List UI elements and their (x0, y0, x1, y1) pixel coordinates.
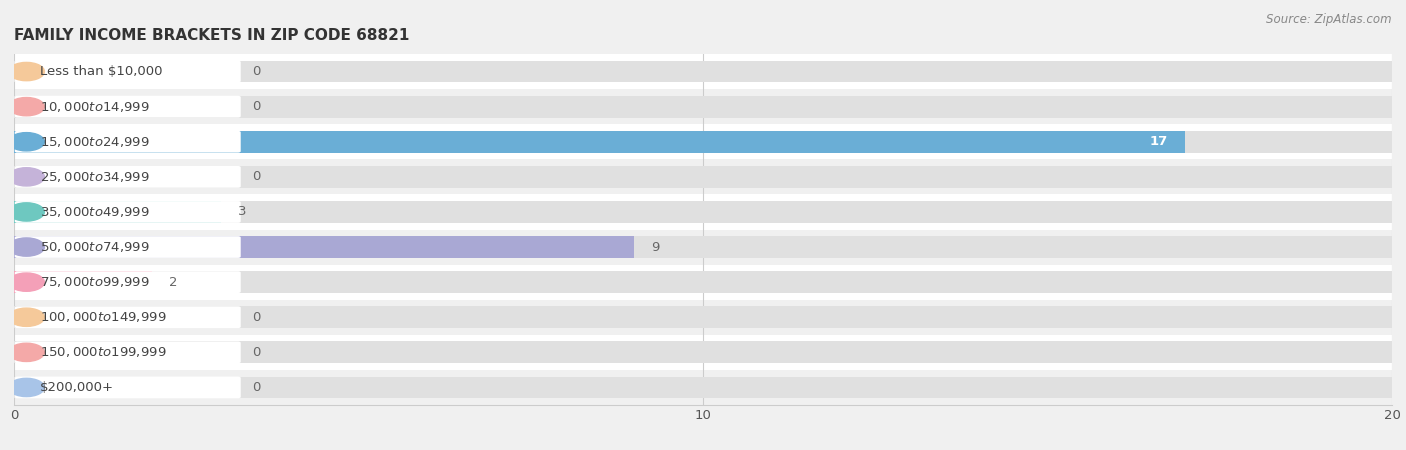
Bar (14, 201, 1392, 223)
Text: $25,000 to $34,999: $25,000 to $34,999 (41, 170, 150, 184)
FancyBboxPatch shape (14, 131, 240, 153)
Bar (14, 89, 1392, 124)
Bar (14, 61, 1392, 82)
FancyBboxPatch shape (14, 166, 240, 188)
Text: FAMILY INCOME BRACKETS IN ZIP CODE 68821: FAMILY INCOME BRACKETS IN ZIP CODE 68821 (14, 28, 409, 43)
Bar (14, 271, 152, 293)
Bar (14, 159, 1392, 194)
FancyBboxPatch shape (14, 306, 240, 328)
Bar (14, 370, 1392, 405)
Bar (14, 230, 1392, 265)
Text: $35,000 to $49,999: $35,000 to $49,999 (41, 205, 150, 219)
Circle shape (8, 98, 45, 116)
FancyBboxPatch shape (14, 96, 240, 117)
Text: $50,000 to $74,999: $50,000 to $74,999 (41, 240, 150, 254)
Circle shape (8, 168, 45, 186)
Text: 0: 0 (252, 311, 260, 324)
Bar (14, 54, 1392, 89)
Text: Source: ZipAtlas.com: Source: ZipAtlas.com (1267, 14, 1392, 27)
Bar (14, 131, 1185, 153)
Text: 2: 2 (169, 276, 177, 288)
Text: $75,000 to $99,999: $75,000 to $99,999 (41, 275, 150, 289)
Bar (14, 236, 1392, 258)
Text: $200,000+: $200,000+ (41, 381, 114, 394)
Circle shape (8, 238, 45, 256)
Circle shape (8, 63, 45, 81)
Text: $15,000 to $24,999: $15,000 to $24,999 (41, 135, 150, 149)
Text: 0: 0 (252, 100, 260, 113)
FancyBboxPatch shape (14, 271, 240, 293)
Text: $10,000 to $14,999: $10,000 to $14,999 (41, 99, 150, 114)
Bar (14, 335, 1392, 370)
Bar (14, 265, 1392, 300)
Bar (14, 300, 1392, 335)
Text: 0: 0 (252, 381, 260, 394)
FancyBboxPatch shape (14, 342, 240, 363)
Bar (14, 271, 1392, 293)
FancyBboxPatch shape (14, 61, 240, 82)
Circle shape (8, 343, 45, 361)
Bar (14, 124, 1392, 159)
Circle shape (8, 133, 45, 151)
Text: $150,000 to $199,999: $150,000 to $199,999 (41, 345, 167, 360)
Bar (14, 201, 221, 223)
Text: 3: 3 (238, 206, 246, 218)
Text: 0: 0 (252, 171, 260, 183)
Text: 0: 0 (252, 346, 260, 359)
Bar (14, 166, 1392, 188)
Text: 9: 9 (651, 241, 659, 253)
Bar (14, 96, 1392, 117)
FancyBboxPatch shape (14, 201, 240, 223)
Text: Less than $10,000: Less than $10,000 (41, 65, 163, 78)
Bar (14, 131, 1392, 153)
FancyBboxPatch shape (14, 377, 240, 398)
Circle shape (8, 273, 45, 291)
FancyBboxPatch shape (14, 236, 240, 258)
Circle shape (8, 203, 45, 221)
Bar (14, 236, 634, 258)
Circle shape (8, 308, 45, 326)
Text: 0: 0 (252, 65, 260, 78)
Text: 17: 17 (1150, 135, 1168, 148)
Bar (14, 342, 1392, 363)
Bar (14, 377, 1392, 398)
Text: $100,000 to $149,999: $100,000 to $149,999 (41, 310, 167, 324)
Bar (14, 194, 1392, 230)
Bar (14, 306, 1392, 328)
Circle shape (8, 378, 45, 396)
